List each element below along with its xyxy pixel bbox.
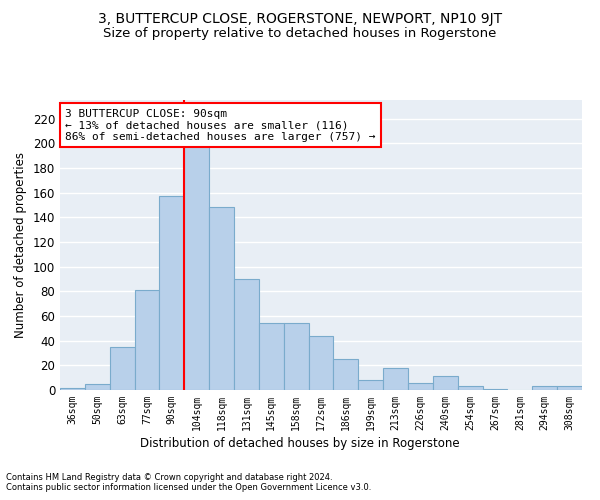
Bar <box>532 386 557 390</box>
Bar <box>408 382 433 390</box>
Y-axis label: Number of detached properties: Number of detached properties <box>14 152 27 338</box>
Bar <box>184 140 209 390</box>
Bar <box>209 208 234 390</box>
Text: 3, BUTTERCUP CLOSE, ROGERSTONE, NEWPORT, NP10 9JT: 3, BUTTERCUP CLOSE, ROGERSTONE, NEWPORT,… <box>98 12 502 26</box>
Bar <box>284 324 308 390</box>
Bar <box>234 279 259 390</box>
Text: Size of property relative to detached houses in Rogerstone: Size of property relative to detached ho… <box>103 28 497 40</box>
Bar <box>433 376 458 390</box>
Text: Contains HM Land Registry data © Crown copyright and database right 2024.: Contains HM Land Registry data © Crown c… <box>6 472 332 482</box>
Bar <box>557 386 582 390</box>
Bar <box>358 380 383 390</box>
Bar <box>482 389 508 390</box>
Bar <box>160 196 184 390</box>
Bar <box>60 388 85 390</box>
Bar <box>334 359 358 390</box>
Text: Contains public sector information licensed under the Open Government Licence v3: Contains public sector information licen… <box>6 482 371 492</box>
Text: Distribution of detached houses by size in Rogerstone: Distribution of detached houses by size … <box>140 438 460 450</box>
Bar <box>110 347 134 390</box>
Bar <box>134 290 160 390</box>
Bar <box>85 384 110 390</box>
Text: 3 BUTTERCUP CLOSE: 90sqm
← 13% of detached houses are smaller (116)
86% of semi-: 3 BUTTERCUP CLOSE: 90sqm ← 13% of detach… <box>65 108 376 142</box>
Bar <box>458 386 482 390</box>
Bar <box>383 368 408 390</box>
Bar <box>308 336 334 390</box>
Bar <box>259 324 284 390</box>
